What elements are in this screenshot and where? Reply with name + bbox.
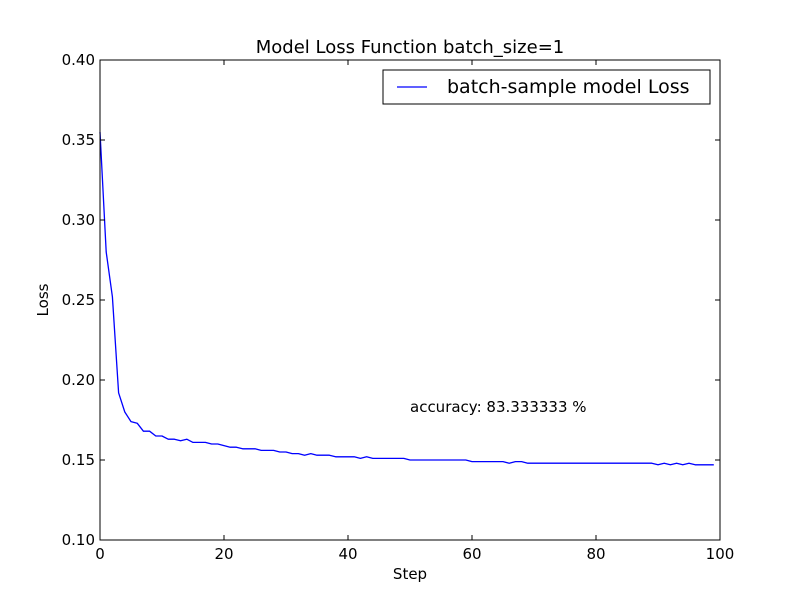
legend-label: batch-sample model Loss [447, 76, 690, 98]
y-axis-label: Loss [34, 283, 52, 316]
plot-area: 0 20 40 60 80 100 0.10 0.15 0.20 0.25 0.30 0.35 0.40 [62, 51, 735, 563]
x-tick-label-2: 40 [338, 545, 357, 563]
y-tick-label-5: 0.35 [62, 131, 95, 149]
x-tick-label-3: 60 [462, 545, 481, 563]
x-tick-label-1: 20 [214, 545, 233, 563]
accuracy-annotation: accuracy: 83.333333 % [410, 398, 587, 416]
series-line-0 [99, 131, 714, 466]
chart-title: Model Loss Function batch_size=1 [256, 37, 565, 58]
legend-box [382, 69, 711, 105]
x-axis-label: Step [393, 565, 427, 583]
x-tick-label-5: 100 [706, 545, 735, 563]
y-tick-label-4: 0.30 [62, 211, 95, 229]
y-tick-label-0: 0.10 [62, 531, 95, 549]
y-tick-label-3: 0.25 [62, 291, 95, 309]
y-tick-label-1: 0.15 [62, 451, 95, 469]
legend: batch-sample model Loss [382, 69, 711, 105]
y-tick-label-2: 0.20 [62, 371, 95, 389]
y-tick-label-6: 0.40 [62, 51, 95, 69]
x-tick-label-0: 0 [95, 545, 105, 563]
x-tick-label-4: 80 [586, 545, 605, 563]
